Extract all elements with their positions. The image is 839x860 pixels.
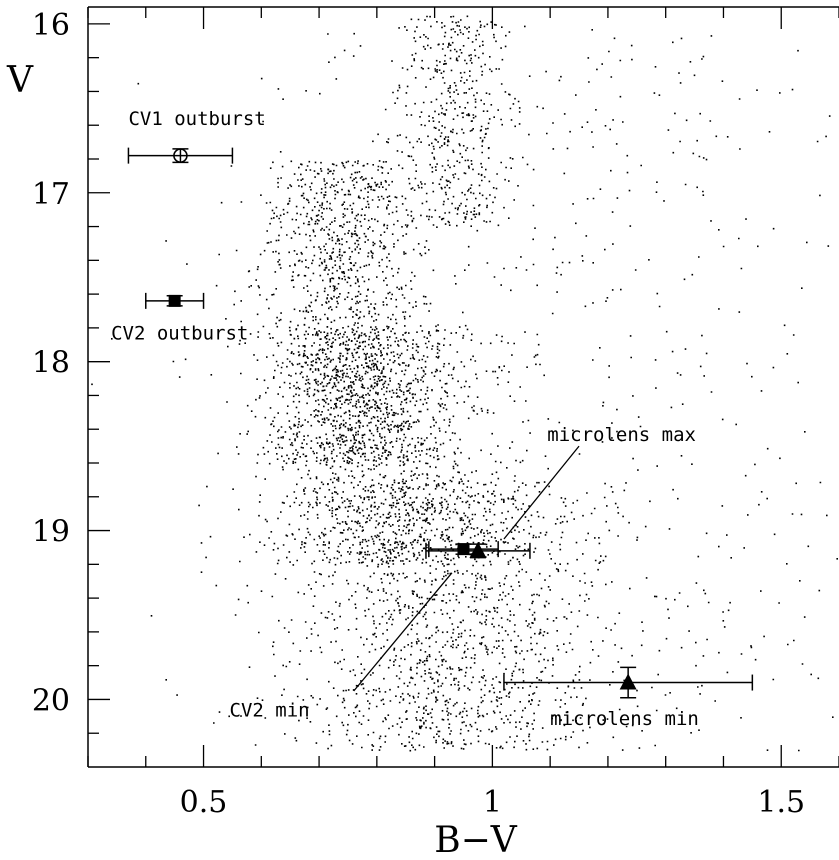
annotation-label: microlens min xyxy=(550,708,699,730)
axis-ticks xyxy=(87,7,839,767)
data-point xyxy=(425,541,531,559)
annotation-label: CV2 outburst xyxy=(111,323,248,345)
y-tick-label: 20 xyxy=(32,683,70,718)
filled-square-marker xyxy=(168,294,181,307)
annotation-label: CV2 min xyxy=(230,699,310,721)
plot-frame xyxy=(87,6,839,768)
filled-square-marker xyxy=(457,543,470,556)
open-circle-marker xyxy=(173,148,188,163)
annotation-label: microlens max xyxy=(547,424,696,446)
data-point xyxy=(145,292,205,309)
tick-labels: 0.5 1 1.5 16 17 18 19 20 xyxy=(32,8,805,820)
x-tick-label: 1.5 xyxy=(757,785,805,820)
leader-line xyxy=(503,445,580,540)
data-markers xyxy=(127,147,754,699)
filled-triangle-marker xyxy=(469,541,487,558)
data-point xyxy=(127,147,234,164)
data-point xyxy=(428,541,499,558)
y-tick-label: 16 xyxy=(32,8,70,43)
annotation-label: CV1 outburst xyxy=(128,108,265,130)
leader-line xyxy=(353,572,453,692)
y-tick-label: 19 xyxy=(32,515,70,550)
x-axis-title: B−V xyxy=(434,820,518,860)
annotations: CV1 outburst CV2 outburst microlens max CV2… xyxy=(111,108,699,730)
x-tick-label: 1 xyxy=(483,785,502,820)
data-point xyxy=(503,666,754,699)
y-tick-label: 18 xyxy=(32,346,70,381)
y-tick-label: 17 xyxy=(32,177,70,212)
y-axis-title: V xyxy=(6,60,34,101)
filled-triangle-marker xyxy=(619,673,637,690)
x-tick-label: 0.5 xyxy=(180,785,228,820)
leader-lines xyxy=(353,445,580,692)
